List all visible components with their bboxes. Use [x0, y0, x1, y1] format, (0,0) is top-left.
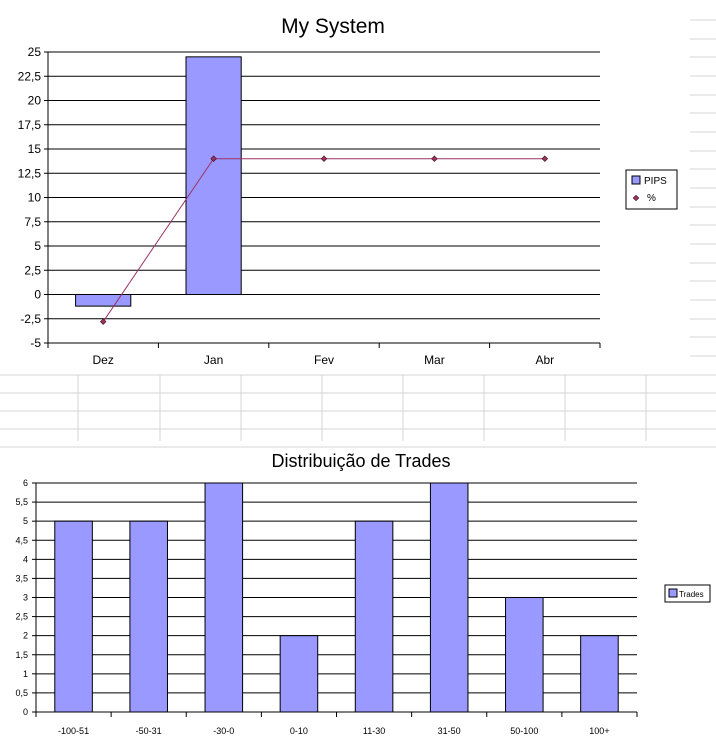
bar--50-31: [129, 520, 168, 713]
bar-100+: [580, 635, 619, 713]
x-tick-label: 50-100: [510, 726, 538, 736]
y-tick-labels: 6 5,5 5 4,5 4 3,5 3 2,5 2 1,5 1 0,5 0: [15, 478, 28, 717]
point-Fev: [320, 155, 328, 162]
y-gridlines: [36, 482, 637, 713]
chart-distribuicao-de-trades[interactable]: Distribuição de Trades 6 5,5 5 4,5 4 3,5 3 2,5 2…: [15, 451, 711, 736]
bar-31-50: [429, 482, 469, 713]
pips-bars: [75, 56, 242, 307]
y-tick-label: 7,5: [24, 215, 41, 229]
y-tick-label: 10: [28, 191, 42, 205]
point-Jan: [210, 155, 217, 162]
bar-11-30: [354, 520, 394, 713]
legend: PIPS %: [625, 169, 678, 210]
x-tick-labels: Dez Jan Fev Mar Abr: [93, 353, 555, 367]
chart-my-system[interactable]: My System 25 22,5 20 17,5 15 12,5 10 7,5 5 2,5 0 -2…: [18, 15, 678, 367]
y-tick-label: 17,5: [18, 118, 42, 132]
x-tick-label: -30-0: [213, 726, 234, 736]
spreadsheet-gridlines: [0, 19, 716, 448]
y-tick-label: 12,5: [18, 166, 42, 180]
y-tick-label: -5: [30, 336, 41, 350]
legend-label-trades: Trades: [679, 590, 704, 599]
y-tick-label: 2,5: [15, 612, 28, 622]
y-tick-label: 0: [23, 707, 28, 717]
point-Dez: [100, 318, 107, 325]
legend-swatch-trades: [668, 588, 678, 598]
x-tick-label: 11-30: [363, 726, 385, 736]
legend-swatch-pips: [631, 175, 641, 185]
y-tick-label: 4: [23, 554, 28, 564]
legend-label-pips: PIPS: [644, 176, 667, 187]
y-tick-label: 2: [23, 631, 28, 641]
bar--30-0: [204, 482, 244, 713]
percent-series-line: [102, 158, 545, 322]
y-tick-label: 3,5: [15, 573, 28, 583]
y-tick-label: 25: [28, 45, 42, 59]
chart-title: My System: [281, 15, 385, 38]
y-tick-label: 5,5: [15, 497, 28, 507]
percent-line: [100, 155, 548, 325]
bar-Jan: [185, 56, 242, 295]
x-tick-label: -100-51: [58, 726, 89, 736]
y-tick-label: 5: [23, 516, 28, 526]
y-tick-label: 0: [34, 288, 41, 302]
y-tick-label: 5: [34, 239, 41, 253]
axes: [44, 51, 601, 348]
y-tick-label: 0,5: [15, 688, 28, 698]
legend: Trades: [664, 584, 711, 603]
y-tick-label: 2,5: [24, 263, 41, 277]
bar-50-100: [505, 597, 544, 713]
axes: [32, 482, 638, 717]
y-tick-label: 20: [28, 94, 42, 108]
x-tick-label: 0-10: [290, 726, 308, 736]
x-tick-label: 31-50: [438, 726, 461, 736]
point-Abr: [541, 155, 548, 162]
point-Mar: [431, 155, 438, 162]
x-tick-label: Fev: [314, 353, 334, 367]
x-tick-label: 100+: [589, 726, 609, 736]
bar--100-51: [54, 520, 93, 713]
y-tick-label: 22,5: [18, 69, 42, 83]
y-tick-label: 4,5: [15, 535, 28, 545]
bar-0-10: [279, 635, 319, 713]
x-tick-label: Abr: [535, 353, 554, 367]
chart-title: Distribuição de Trades: [271, 451, 450, 471]
x-tick-labels: -100-51 -50-31 -30-0 0-10 11-30 31-50 50-100 10…: [58, 726, 610, 736]
legend-label-percent: %: [647, 193, 656, 204]
y-tick-label: 1,5: [15, 650, 28, 660]
x-tick-label: -50-31: [136, 726, 162, 736]
x-tick-label: Jan: [204, 353, 223, 367]
legend-marker-percent: [632, 194, 640, 202]
y-tick-label: -2,5: [20, 312, 41, 326]
y-tick-label: 15: [28, 142, 42, 156]
y-tick-label: 1: [23, 669, 28, 679]
x-tick-label: Dez: [93, 353, 114, 367]
y-tick-label: 6: [23, 478, 28, 488]
bar-Dez: [75, 294, 132, 307]
y-tick-labels: 25 22,5 20 17,5 15 12,5 10 7,5 5 2,5 0 -2,5 -5: [18, 45, 42, 350]
x-tick-label: Mar: [424, 353, 445, 367]
y-tick-label: 3: [23, 593, 28, 603]
